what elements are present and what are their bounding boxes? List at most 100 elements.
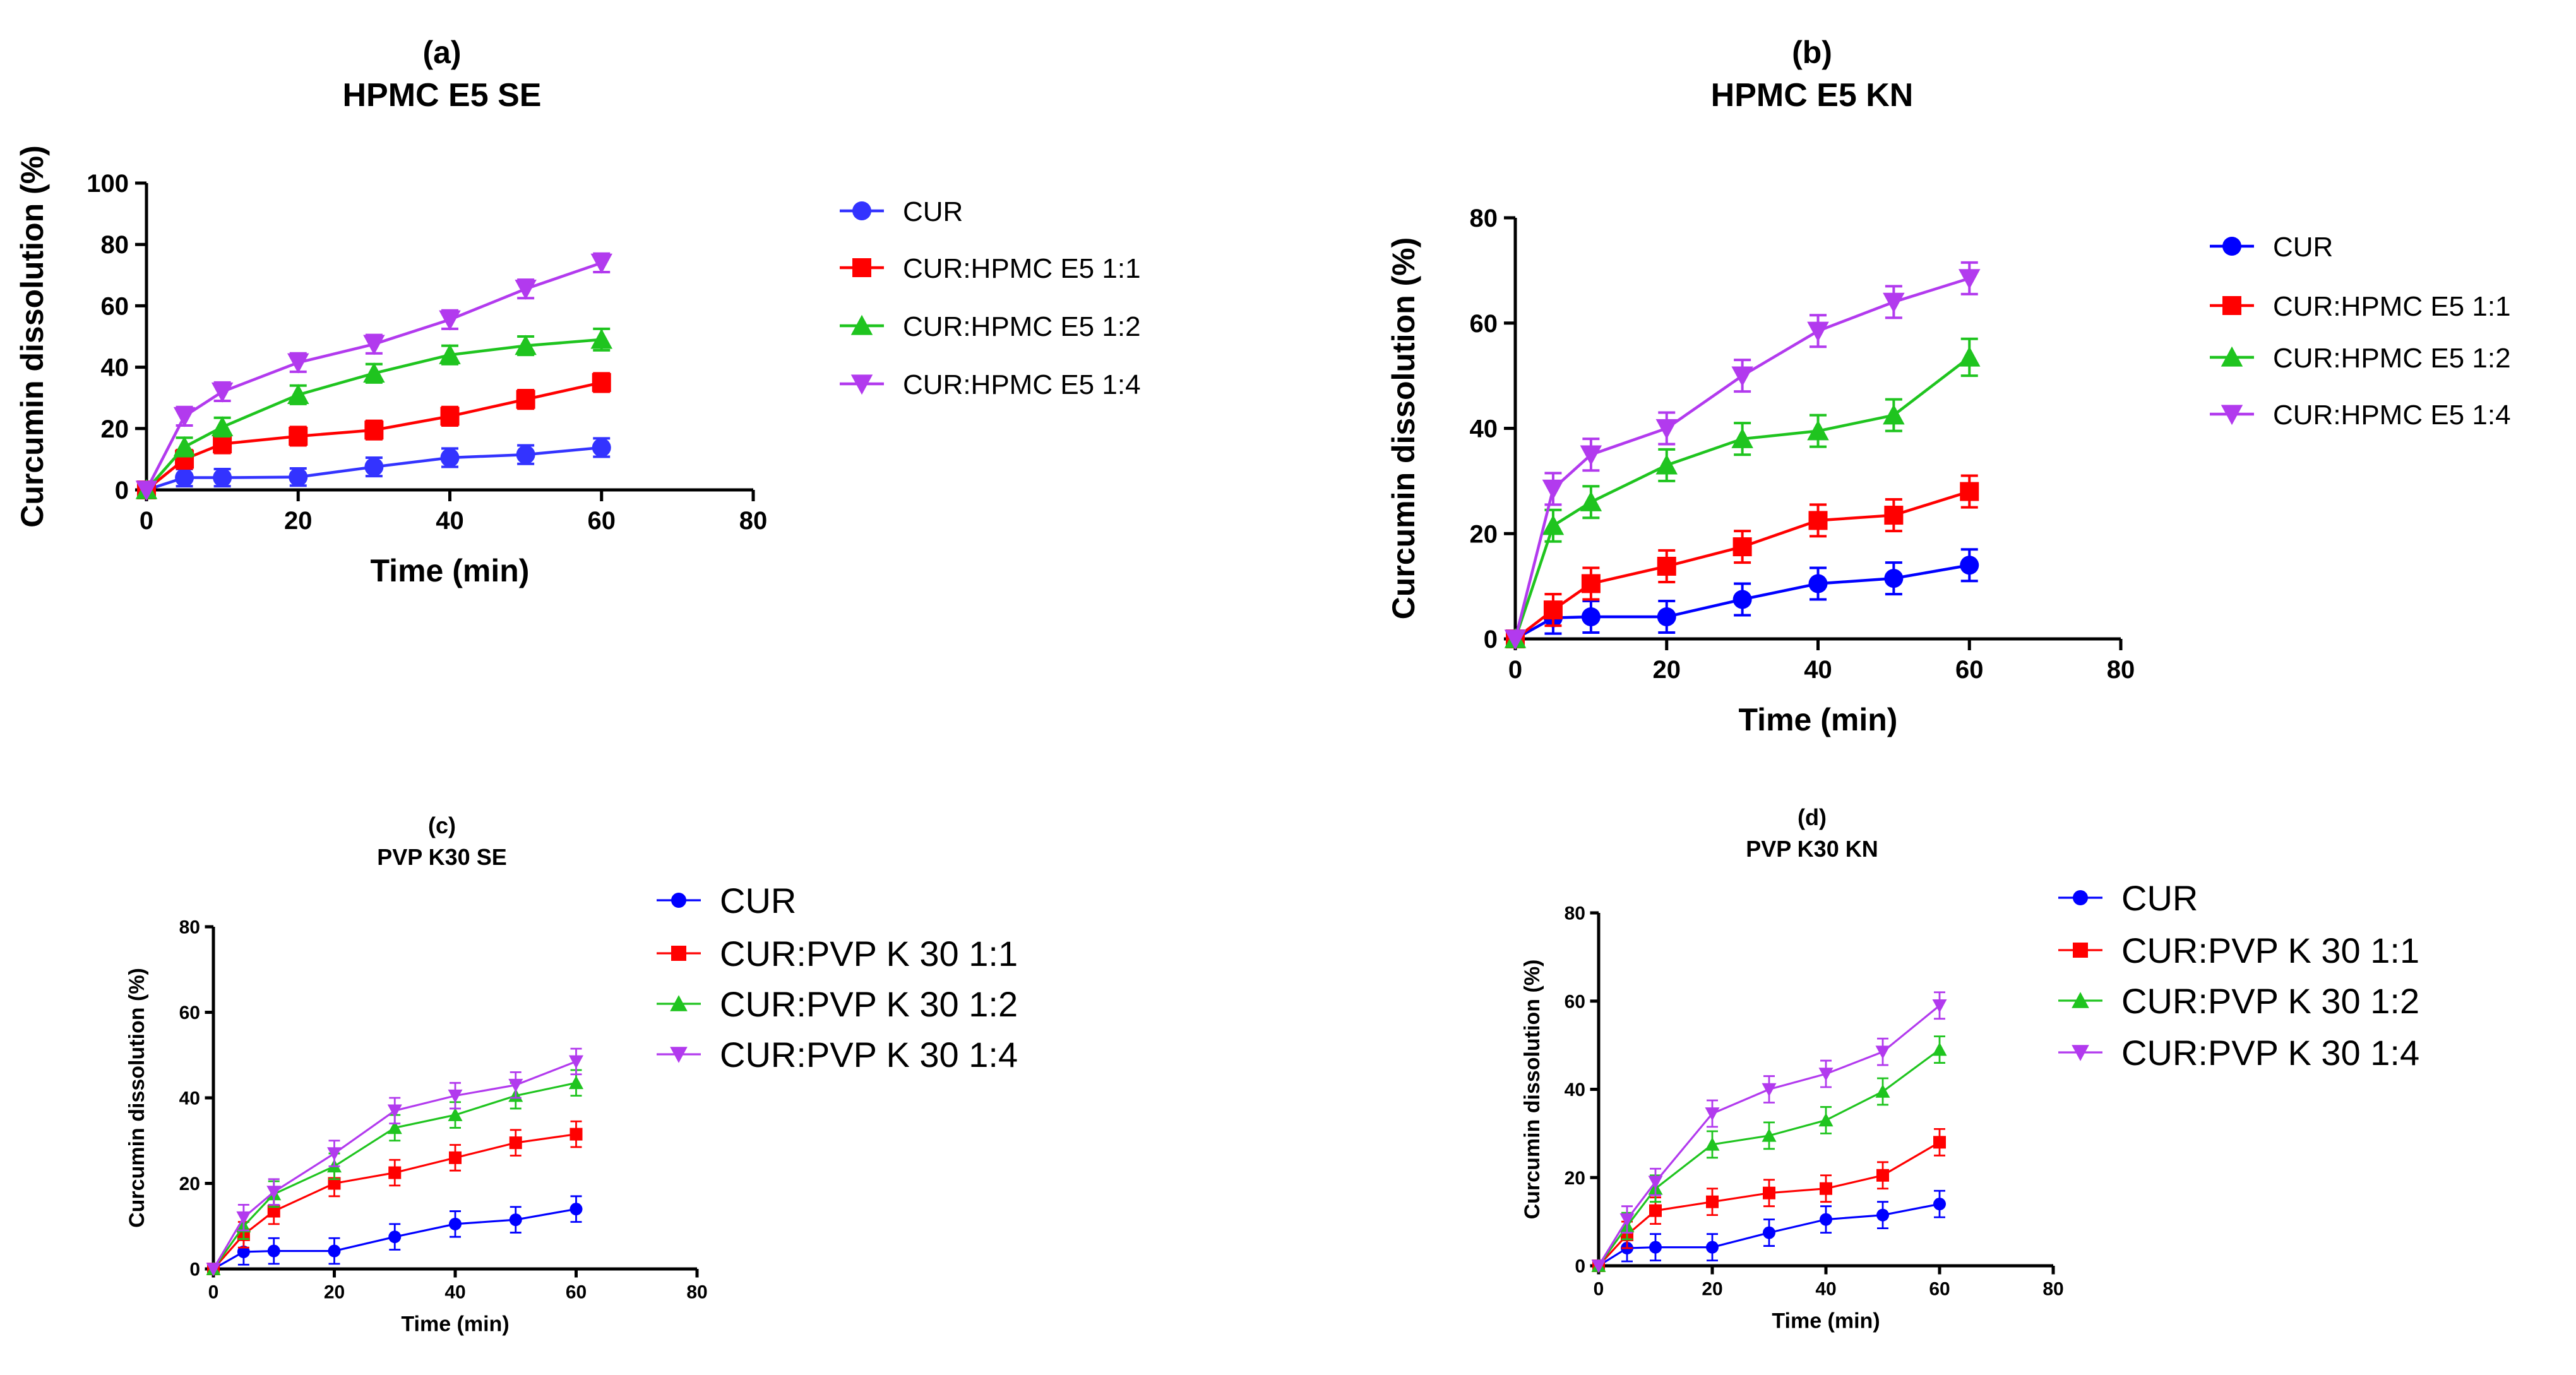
legend-item: CUR:PVP K 30 1:2 (657, 984, 1018, 1024)
x-tick-label: 40 (444, 1282, 465, 1303)
legend-label: CUR:HPMC E5 1:4 (2273, 400, 2511, 431)
data-point (569, 1128, 583, 1141)
data-point (1657, 607, 1676, 626)
data-point (1542, 515, 1565, 535)
legend-marker (850, 314, 873, 335)
series-3 (206, 1047, 583, 1277)
legend-marker (2072, 1045, 2089, 1061)
data-point (387, 1120, 402, 1134)
series-2 (1504, 337, 1981, 648)
series-3 (135, 252, 612, 501)
data-point (1504, 629, 1527, 650)
legend-item: CUR:PVP K 30 1:4 (657, 1035, 1018, 1074)
data-point (1875, 1045, 1890, 1059)
data-point (1731, 427, 1753, 448)
y-tick-label: 20 (1470, 520, 1498, 548)
y-axis-label: Curcumin dissolution (%) (125, 968, 149, 1228)
data-point (211, 382, 234, 403)
series-line (1597, 1004, 1940, 1266)
data-point (508, 1078, 523, 1093)
legend-marker (671, 946, 686, 961)
y-tick-label: 0 (189, 1259, 200, 1280)
data-point (1706, 1241, 1719, 1254)
legend-marker (2072, 992, 2089, 1008)
data-point (1655, 454, 1678, 475)
data-point (569, 1203, 583, 1216)
data-point (1763, 1226, 1775, 1239)
series-0 (207, 1195, 583, 1275)
y-tick-label: 40 (1565, 1080, 1585, 1100)
series-line (212, 1081, 576, 1270)
x-tick-label: 60 (1955, 656, 1984, 684)
data-point (213, 468, 232, 487)
y-tick-label: 20 (1565, 1168, 1585, 1189)
data-point (1820, 1213, 1832, 1226)
data-point (1705, 1107, 1720, 1121)
y-tick-label: 80 (101, 231, 129, 259)
panel-label: (a) (422, 35, 461, 70)
x-tick-label: 20 (324, 1282, 345, 1303)
data-point (388, 1230, 402, 1244)
data-point (1876, 1169, 1889, 1182)
x-tick-label: 20 (1702, 1279, 1722, 1300)
legend-label: CUR (2273, 232, 2333, 263)
data-point (267, 1205, 280, 1218)
data-point (448, 1107, 463, 1121)
data-point (590, 253, 612, 274)
legend-label: CUR:PVP K 30 1:4 (720, 1035, 1018, 1074)
data-point (289, 426, 308, 446)
y-tick-label: 20 (101, 415, 129, 443)
x-tick-label: 0 (140, 507, 153, 535)
data-point (267, 1244, 280, 1258)
data-point (287, 384, 309, 405)
data-point (1591, 1259, 1606, 1273)
x-tick-label: 40 (1815, 1279, 1836, 1300)
series-0 (1506, 548, 1979, 648)
panel-label: (d) (1798, 804, 1827, 830)
data-point (1543, 600, 1563, 620)
legend-label: CUR:HPMC E5 1:1 (903, 253, 1141, 284)
data-point (449, 1217, 462, 1230)
y-axis-label: Curcumin dissolution (%) (15, 145, 50, 528)
y-tick-label: 0 (1575, 1256, 1585, 1277)
y-tick-label: 60 (1470, 310, 1498, 338)
panel-label: (c) (428, 812, 456, 838)
legend-label: CUR:PVP K 30 1:1 (720, 934, 1018, 973)
y-tick-label: 80 (179, 917, 200, 938)
x-tick-label: 60 (566, 1282, 587, 1303)
y-tick-label: 100 (86, 170, 129, 198)
data-point (1875, 1084, 1890, 1098)
series-1 (137, 372, 611, 499)
series-0 (1592, 1189, 1946, 1272)
data-point (1649, 1241, 1662, 1254)
chart-title: PVP K30 SE (377, 844, 506, 870)
legend-item: CUR:PVP K 30 1:2 (2058, 981, 2419, 1021)
y-tick-label: 0 (1484, 626, 1498, 653)
series-1 (1506, 474, 1979, 648)
legend-marker (852, 201, 871, 220)
data-point (1705, 1137, 1720, 1151)
legend-label: CUR:HPMC E5 1:2 (903, 311, 1141, 342)
x-tick-label: 80 (2107, 656, 2135, 684)
data-point (1883, 404, 1905, 425)
legend-label: CUR:PVP K 30 1:2 (2121, 981, 2419, 1021)
data-point (590, 328, 612, 349)
data-point (1580, 445, 1602, 466)
data-point (592, 437, 611, 457)
data-point (1649, 1204, 1662, 1217)
panel-a: (a) HPMC E5 SE 0 20 40 60 80 100 0 20 40 60 80 Time… (15, 35, 1141, 588)
data-point (1820, 1182, 1832, 1195)
data-point (516, 445, 535, 465)
x-tick-label: 40 (436, 507, 464, 535)
data-point (328, 1244, 341, 1258)
legend-label: CUR:HPMC E5 1:4 (903, 369, 1141, 400)
legend-item: CUR:HPMC E5 1:1 (2210, 291, 2511, 322)
x-axis-label: Time (min) (1739, 702, 1898, 737)
data-point (1960, 556, 1979, 575)
x-tick-label: 0 (1594, 1279, 1604, 1300)
data-point (1876, 1208, 1889, 1222)
data-point (266, 1186, 282, 1199)
data-point (211, 416, 234, 437)
data-point (1580, 491, 1602, 511)
legend-item: CUR:PVP K 30 1:4 (2058, 1033, 2419, 1073)
